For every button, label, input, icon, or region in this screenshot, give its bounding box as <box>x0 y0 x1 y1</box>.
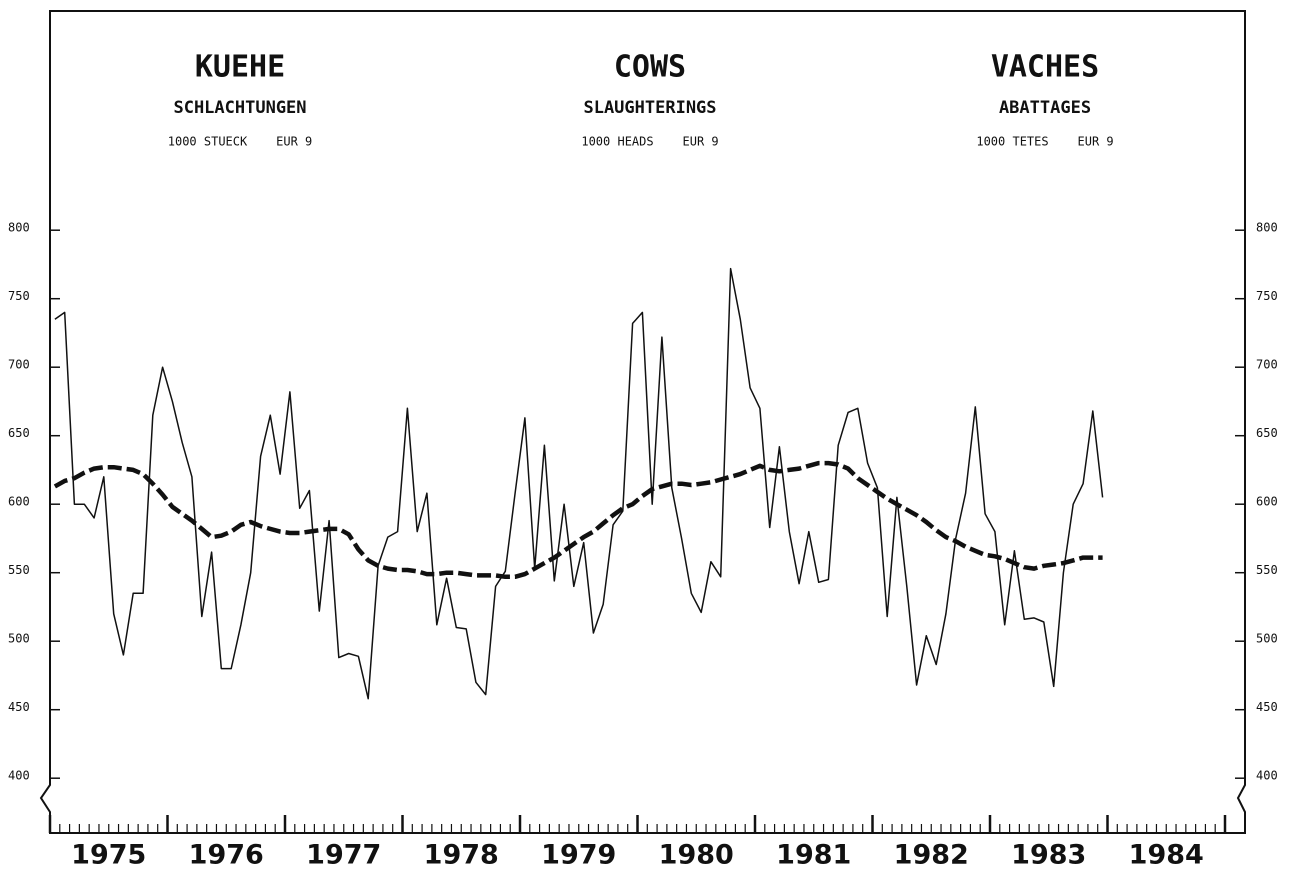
y2-tick-label: 600 <box>1256 495 1278 509</box>
x-tick-label: 1984 <box>1129 840 1204 870</box>
title: KUEHE <box>195 50 285 85</box>
y-tick-label: 750 <box>8 289 30 303</box>
y2-tick-label: 550 <box>1256 563 1278 577</box>
y2-tick-label: 400 <box>1256 769 1278 783</box>
subtitle: ABATTAGES <box>999 98 1091 118</box>
data-line <box>54 267 1104 700</box>
title: VACHES <box>991 50 1099 85</box>
y2-tick-label: 700 <box>1256 358 1278 372</box>
y-tick-label: 700 <box>8 358 30 372</box>
y2-tick-label: 800 <box>1256 221 1278 235</box>
y-tick-label: 600 <box>8 495 30 509</box>
x-tick-label: 1978 <box>424 840 499 870</box>
y2-tick-label: 450 <box>1256 700 1278 714</box>
y-tick-label: 650 <box>8 426 30 440</box>
y-tick-label: 550 <box>8 563 30 577</box>
y2-tick-label: 750 <box>1256 289 1278 303</box>
x-tick-label: 1975 <box>71 840 146 870</box>
x-tick-label: 1981 <box>776 840 851 870</box>
trend-line <box>53 460 1103 580</box>
unit: 1000 STUECK EUR 9 <box>168 135 313 149</box>
x-tick-label: 1976 <box>189 840 264 870</box>
y2-tick-label: 500 <box>1256 632 1278 646</box>
y-tick-label: 500 <box>8 632 30 646</box>
subtitle: SLAUGHTERINGS <box>583 98 716 118</box>
frame <box>39 10 1246 834</box>
y2-tick-label: 650 <box>1256 426 1278 440</box>
y-tick-label: 800 <box>8 221 30 235</box>
y-tick-label: 450 <box>8 700 30 714</box>
unit: 1000 TETES EUR 9 <box>976 135 1113 149</box>
x-tick-label: 1979 <box>541 840 616 870</box>
x-tick-label: 1983 <box>1011 840 1086 870</box>
y-tick-label: 400 <box>8 769 30 783</box>
title: COWS <box>614 50 686 85</box>
subtitle: SCHLACHTUNGEN <box>173 98 306 118</box>
unit: 1000 HEADS EUR 9 <box>581 135 718 149</box>
x-tick-label: 1982 <box>894 840 969 870</box>
x-tick-label: 1980 <box>659 840 734 870</box>
x-tick-label: 1977 <box>306 840 381 870</box>
